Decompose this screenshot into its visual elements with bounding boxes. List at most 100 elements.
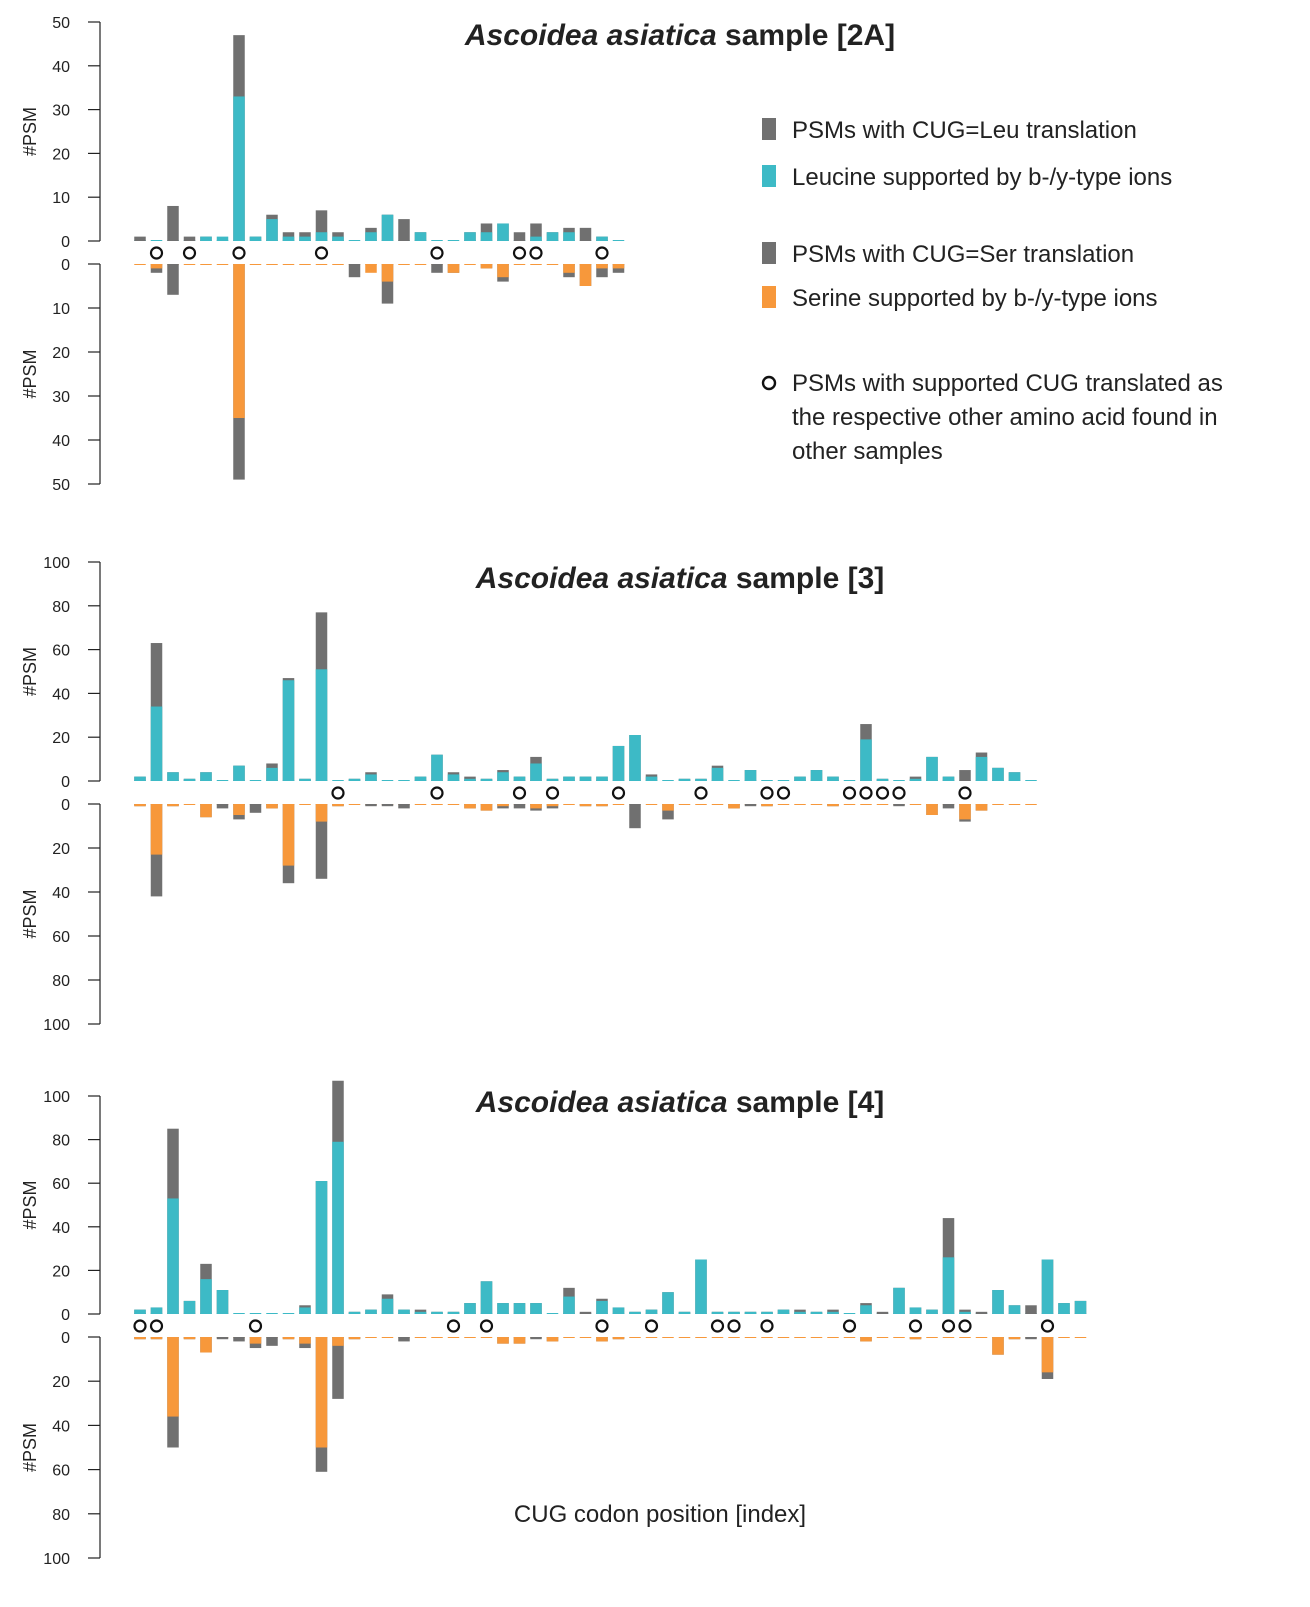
bar-ser-total <box>942 804 955 809</box>
bar-leu-supported <box>365 774 377 781</box>
bar-leu-total <box>134 236 146 241</box>
bar-leu-supported <box>513 776 526 781</box>
y-tick-label-upper: 60 <box>52 1176 70 1193</box>
bar-leu-supported <box>909 1307 922 1314</box>
bar-ser-supported <box>134 1337 146 1340</box>
y-tick-label-lower: 80 <box>52 973 70 990</box>
bar-leu-supported <box>414 776 427 781</box>
bar-ser-supported <box>546 1337 559 1342</box>
bar-leu-supported <box>1074 1300 1087 1314</box>
other-sample-circle-marker <box>133 1319 147 1333</box>
other-sample-circle-marker <box>512 786 527 800</box>
bar-ser-total <box>398 1337 410 1342</box>
bar-leu-total <box>579 1311 592 1314</box>
bar-leu-supported <box>695 778 707 781</box>
bar-ser-total <box>216 1337 229 1340</box>
bar-leu-supported <box>167 1198 179 1314</box>
bar-leu-supported <box>365 1309 377 1314</box>
y-tick-label-lower: 40 <box>52 433 70 450</box>
other-sample-circle-marker <box>908 1319 923 1333</box>
other-sample-circle-marker <box>595 246 609 260</box>
other-sample-circle-marker <box>149 246 164 260</box>
other-sample-circle-marker <box>958 786 972 800</box>
legend-circle-icon <box>761 375 777 391</box>
bar-leu-supported <box>497 772 509 781</box>
other-sample-circle-marker <box>182 246 197 260</box>
bar-leu-supported <box>596 236 608 241</box>
bar-leu-supported <box>645 776 658 781</box>
y-tick-label-lower: 10 <box>52 301 70 318</box>
legend-label-leu-supported: Leucine supported by b-/y-type ions <box>792 164 1172 191</box>
bar-leu-total <box>398 219 410 241</box>
y-tick-label-upper: 100 <box>43 555 70 572</box>
legend-label-ser-supported: Serine supported by b-/y-type ions <box>792 285 1158 312</box>
chart-title-species: Ascoidea asiatica <box>475 562 728 595</box>
y-axis-label-upper: #PSM <box>20 647 40 696</box>
bar-leu-supported <box>282 680 295 781</box>
bar-ser-supported <box>530 804 542 809</box>
y-tick-label-upper: 20 <box>52 146 70 163</box>
bar-ser-supported <box>546 804 559 807</box>
other-sample-circle-marker <box>232 246 246 260</box>
bar-leu-supported <box>315 232 328 241</box>
bar-leu-supported <box>464 232 476 241</box>
bar-leu-total <box>183 236 196 241</box>
bar-ser-supported <box>167 1337 179 1417</box>
bar-ser-supported <box>150 1337 163 1340</box>
bar-leu-supported <box>563 1296 575 1314</box>
y-tick-label-lower: 20 <box>52 345 70 362</box>
bar-ser-total <box>530 1337 542 1340</box>
bar-leu-supported <box>761 1311 773 1314</box>
bar-ser-supported <box>315 804 328 822</box>
bar-leu-supported <box>711 1311 724 1314</box>
bar-leu-supported <box>596 1300 608 1314</box>
bar-leu-supported <box>579 776 592 781</box>
other-sample-circle-marker <box>248 1319 263 1333</box>
bar-ser-total <box>893 804 905 807</box>
other-sample-circle-marker <box>760 1319 774 1333</box>
bar-leu-supported <box>596 776 608 781</box>
bar-leu-supported <box>662 1292 674 1314</box>
bar-leu-supported <box>893 1287 905 1314</box>
bar-leu-supported <box>497 223 509 241</box>
y-tick-label-upper: 40 <box>52 59 70 76</box>
bar-leu-supported <box>233 96 245 242</box>
chart-panel-2: 0 0 20 20 40 40 60 60 80 80 100 100 #PSM #PSM Ascoidea… <box>20 555 1037 1034</box>
legend: PSMs with CUG=Leu translation Leucine su… <box>761 117 1223 465</box>
bar-ser-total <box>332 1337 344 1399</box>
bar-leu-supported <box>414 1311 427 1314</box>
bar-leu-supported <box>447 774 460 781</box>
bar-leu-supported <box>942 1257 955 1314</box>
y-tick-label-lower: 60 <box>52 929 70 946</box>
bar-leu-supported <box>332 1141 344 1314</box>
bar-leu-supported <box>827 776 839 781</box>
bar-leu-supported <box>414 232 427 241</box>
bar-ser-supported <box>975 804 988 811</box>
bar-ser-total <box>381 264 394 304</box>
y-tick-label-lower: 80 <box>52 1507 70 1524</box>
bar-ser-supported <box>497 804 509 807</box>
y-tick-label-upper: 80 <box>52 599 70 616</box>
bar-ser-supported <box>596 804 608 807</box>
bar-leu-supported <box>563 776 575 781</box>
bar-leu-supported <box>480 232 493 241</box>
bar-leu-supported <box>695 1259 707 1314</box>
y-tick-label-lower: 100 <box>43 1017 70 1034</box>
y-tick-label-lower: 30 <box>52 389 70 406</box>
legend-swatch-ser-total <box>762 242 776 264</box>
bar-ser-supported <box>662 804 674 811</box>
bar-leu-supported <box>431 1311 443 1314</box>
y-axis-label-lower: #PSM <box>20 349 40 398</box>
other-sample-circle-marker <box>710 1319 725 1333</box>
other-sample-circle-marker <box>149 1319 164 1333</box>
bar-ser-total <box>513 804 526 809</box>
bar-ser-supported <box>150 804 163 855</box>
bar-ser-supported <box>480 804 493 811</box>
other-sample-circle-marker <box>446 1319 461 1333</box>
other-sample-circle-marker <box>512 246 527 260</box>
y-tick-label-upper: 0 <box>61 234 70 251</box>
bar-ser-supported <box>959 804 971 820</box>
bar-leu-supported <box>530 1303 542 1314</box>
bar-leu-supported <box>183 778 196 781</box>
y-axis-label-lower: #PSM <box>20 1423 40 1472</box>
